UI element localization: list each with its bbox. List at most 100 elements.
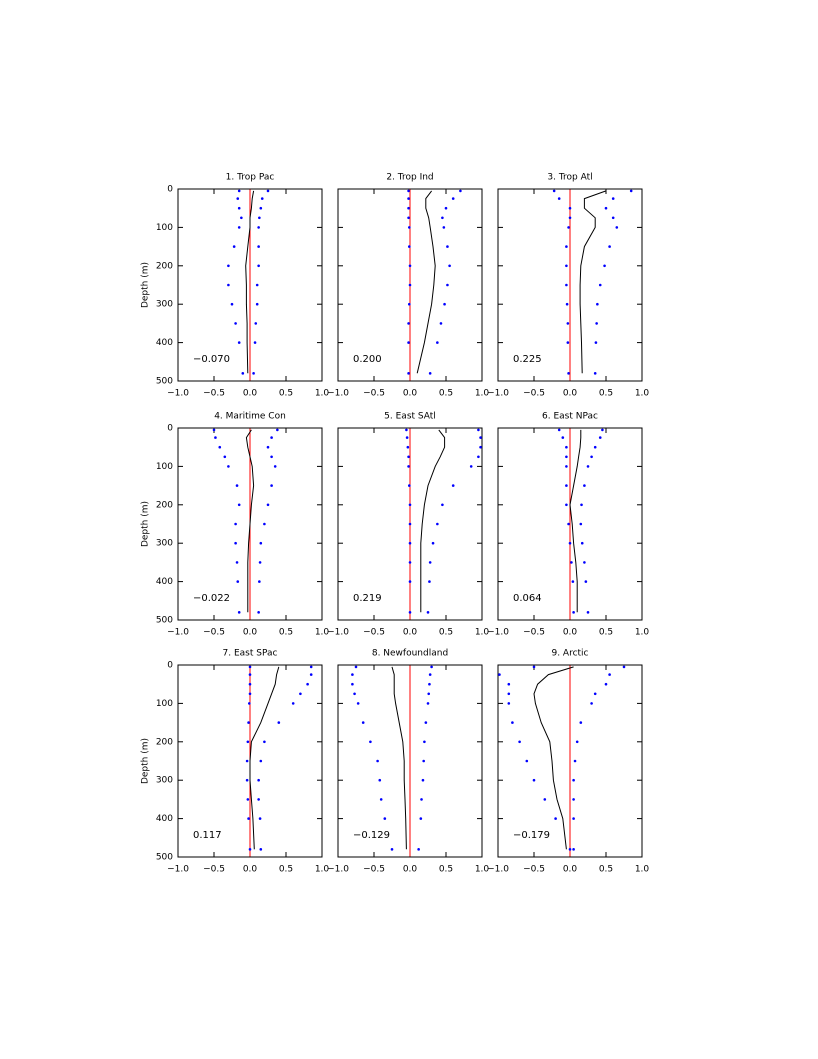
dot bbox=[422, 759, 425, 763]
dot bbox=[390, 848, 394, 851]
dot bbox=[273, 465, 277, 468]
dot bbox=[446, 283, 449, 287]
x-tick-label: −1.0 bbox=[487, 389, 509, 399]
dot bbox=[532, 665, 536, 669]
dot bbox=[237, 226, 241, 229]
dot bbox=[580, 541, 584, 545]
dot bbox=[568, 541, 572, 545]
dot bbox=[299, 692, 302, 696]
dot bbox=[611, 197, 615, 200]
dot bbox=[428, 561, 432, 564]
dot bbox=[237, 611, 241, 614]
dot bbox=[479, 445, 482, 449]
dot bbox=[235, 561, 239, 564]
dot bbox=[212, 428, 216, 432]
dot bbox=[248, 682, 252, 686]
dot bbox=[436, 341, 439, 344]
x-tick-label: −0.5 bbox=[523, 628, 545, 638]
dot bbox=[266, 445, 270, 449]
dot bbox=[378, 778, 382, 782]
x-tick-label: −1.0 bbox=[327, 628, 349, 638]
dot bbox=[405, 428, 408, 432]
dot bbox=[419, 817, 423, 820]
x-tick-label: 1.0 bbox=[635, 389, 650, 399]
dot bbox=[230, 302, 234, 306]
dot bbox=[247, 702, 251, 705]
x-tick-label: −1.0 bbox=[487, 628, 509, 638]
dot bbox=[629, 189, 633, 193]
x-tick-label: 0.5 bbox=[439, 628, 453, 638]
dot bbox=[270, 484, 273, 487]
dot bbox=[236, 580, 240, 583]
dot bbox=[572, 798, 575, 801]
dot bbox=[258, 817, 262, 820]
dot bbox=[442, 226, 446, 229]
x-tick-label: 1.0 bbox=[475, 389, 490, 399]
panel-title: 1. Trop Pac bbox=[226, 173, 275, 183]
panel: 2. Trop Ind −1.0 −0.5 0.0 0.5 1.0 0.200 bbox=[327, 173, 489, 399]
dot bbox=[604, 682, 608, 686]
dot bbox=[579, 721, 583, 724]
panel: 5. East SAtl −1.0 −0.5 0.0 0.5 1.0 0.219 bbox=[327, 412, 489, 638]
dot bbox=[407, 322, 410, 325]
dot bbox=[557, 197, 561, 200]
dot bbox=[572, 611, 575, 614]
dot bbox=[436, 522, 439, 526]
dot bbox=[565, 264, 568, 268]
dot bbox=[257, 798, 260, 801]
dot bbox=[227, 283, 230, 287]
dot bbox=[405, 436, 409, 439]
x-tick-label: 0.5 bbox=[279, 865, 293, 875]
dot bbox=[566, 341, 570, 344]
x-tick-label: 1.0 bbox=[475, 865, 490, 875]
dot bbox=[276, 428, 279, 432]
x-tick-label: −1.0 bbox=[167, 628, 189, 638]
annotation: −0.179 bbox=[513, 830, 550, 841]
x-tick-label: 0.0 bbox=[563, 389, 578, 399]
x-tick-label: 0.5 bbox=[599, 628, 613, 638]
dot bbox=[379, 798, 383, 801]
dot bbox=[247, 817, 250, 820]
annotation: 0.219 bbox=[353, 593, 382, 604]
dot bbox=[420, 798, 423, 801]
dot bbox=[507, 692, 511, 696]
x-tick-label: 0.0 bbox=[403, 389, 418, 399]
dot bbox=[601, 428, 604, 432]
dot bbox=[575, 740, 579, 744]
x-tick-label: −1.0 bbox=[167, 865, 189, 875]
dot bbox=[590, 455, 593, 459]
x-tick-label: 0.0 bbox=[403, 628, 418, 638]
dot bbox=[277, 721, 281, 724]
dot bbox=[259, 759, 263, 763]
dot bbox=[427, 692, 431, 696]
mean-line bbox=[245, 190, 255, 374]
dot bbox=[596, 302, 599, 306]
dot bbox=[376, 759, 379, 763]
dot bbox=[237, 206, 241, 210]
y-axis-label: Depth (m) bbox=[141, 262, 151, 308]
panel-title: 9. Arctic bbox=[551, 649, 588, 659]
dot bbox=[572, 778, 575, 782]
dot bbox=[554, 817, 557, 820]
dot bbox=[408, 283, 412, 287]
panel: 1. Trop Pac Depth (m) −1.0 −0.5 0.0 0.5 1.0 0 10… bbox=[141, 173, 330, 399]
dot bbox=[257, 245, 260, 248]
panel-title: 8. Newfoundland bbox=[372, 649, 448, 659]
dot bbox=[309, 665, 313, 669]
x-tick-label: −0.5 bbox=[523, 389, 545, 399]
annotation: −0.070 bbox=[193, 354, 230, 365]
dot bbox=[407, 372, 410, 375]
dot bbox=[428, 682, 431, 686]
y-axis-label: Depth (m) bbox=[141, 738, 151, 784]
y-tick-label: 100 bbox=[156, 699, 173, 709]
y-tick-label: 200 bbox=[156, 737, 173, 747]
dot bbox=[407, 484, 411, 487]
dot bbox=[507, 702, 511, 705]
y-tick-label: 0 bbox=[167, 185, 173, 195]
dot bbox=[246, 798, 250, 801]
dot bbox=[257, 264, 260, 268]
dot bbox=[407, 206, 410, 210]
dot bbox=[383, 817, 387, 820]
dot bbox=[568, 848, 572, 851]
panel: 6. East NPac −1.0 −0.5 0.0 0.5 1.0 0.064 bbox=[487, 412, 649, 638]
